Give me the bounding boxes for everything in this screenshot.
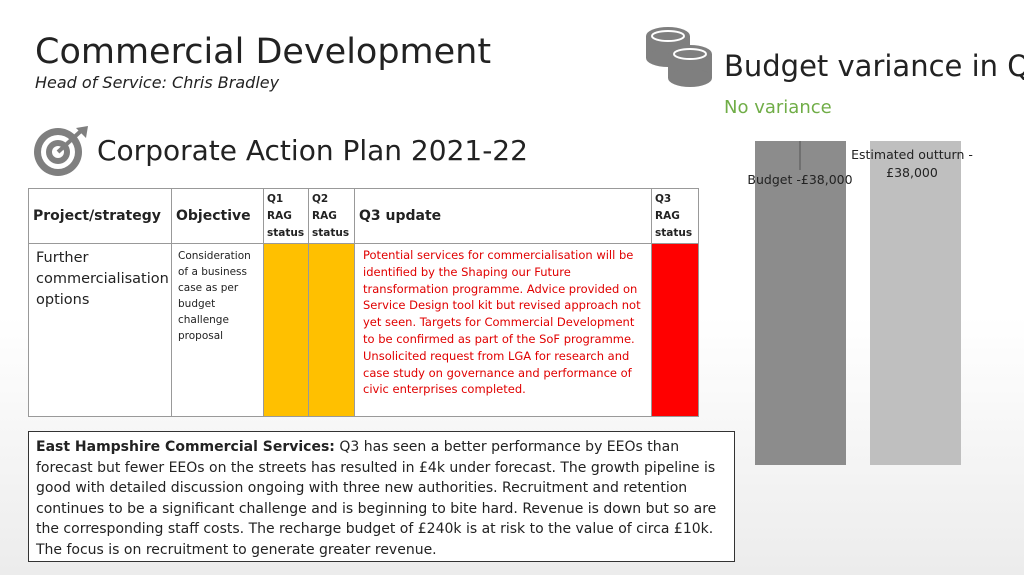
q2-rag xyxy=(308,243,355,417)
objective-cell: Consideration of a business case as per … xyxy=(171,243,264,417)
q3-update: Potential services for commercialisation… xyxy=(354,243,652,417)
bar xyxy=(755,141,846,465)
q1-rag xyxy=(263,243,309,417)
value-label: Budget -£38,000 xyxy=(747,172,852,187)
variance-status: No variance xyxy=(724,97,832,118)
header-cell: Q2 RAG status xyxy=(308,188,355,244)
coins-icon xyxy=(646,27,712,87)
budget-heading: Budget variance in Q3 xyxy=(724,49,1024,83)
value-label: Estimated outturn - £38,000 xyxy=(851,147,973,180)
summary-box: East Hampshire Commercial Services: Q3 h… xyxy=(28,431,735,562)
budget-chart: Budget -£38,000 Estimated outturn - £38,00… xyxy=(747,141,973,465)
label-line: Estimated outturn - xyxy=(851,147,973,162)
header-cell: Objective xyxy=(171,188,264,244)
bar xyxy=(870,141,961,465)
target-icon xyxy=(34,126,88,176)
header-cell: Q3 update xyxy=(354,188,652,244)
header-cell: Project/strategy xyxy=(28,188,172,244)
label-line: £38,000 xyxy=(886,165,938,180)
action-table: Project/strategy Objective Q1 RAG status… xyxy=(28,188,699,417)
summary-text: Q3 has seen a better performance by EEOs… xyxy=(36,439,717,558)
subtitle: Head of Service: Chris Bradley xyxy=(35,73,280,92)
summary-lead: East Hampshire Commercial Services: xyxy=(36,439,335,455)
header-cell: Q3 RAG status xyxy=(651,188,699,244)
header-cell: Q1 RAG status xyxy=(263,188,309,244)
title: Commercial Development xyxy=(35,32,492,72)
q3-rag xyxy=(651,243,699,417)
project-cell: Further commercialisation options xyxy=(28,243,172,417)
action-plan-title: Corporate Action Plan 2021-22 xyxy=(97,134,528,167)
